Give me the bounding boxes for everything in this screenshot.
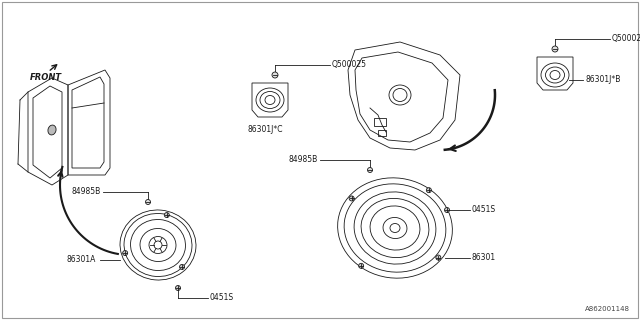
Text: 0451S: 0451S — [472, 205, 496, 214]
Text: 86301J*B: 86301J*B — [585, 76, 620, 84]
Text: FRONT: FRONT — [30, 73, 62, 82]
Bar — [374, 118, 386, 126]
Circle shape — [349, 196, 354, 201]
Circle shape — [145, 199, 150, 204]
Circle shape — [552, 46, 558, 52]
Circle shape — [358, 263, 364, 268]
Circle shape — [180, 264, 184, 269]
Circle shape — [164, 212, 170, 218]
Circle shape — [445, 207, 449, 212]
Bar — [378, 130, 386, 136]
Text: Q500025: Q500025 — [612, 35, 640, 44]
Circle shape — [426, 188, 431, 193]
Circle shape — [175, 285, 180, 291]
Circle shape — [123, 251, 127, 256]
Text: 86301: 86301 — [472, 253, 496, 262]
Text: A862001148: A862001148 — [585, 306, 630, 312]
Circle shape — [436, 255, 441, 260]
Text: 86301J*C: 86301J*C — [248, 125, 284, 134]
Text: 0451S: 0451S — [210, 293, 234, 302]
Circle shape — [272, 72, 278, 78]
Circle shape — [367, 167, 372, 172]
Text: 86301A: 86301A — [67, 255, 96, 265]
Text: 84985B: 84985B — [289, 156, 318, 164]
Text: 84985B: 84985B — [72, 188, 101, 196]
Ellipse shape — [48, 125, 56, 135]
Text: Q500025: Q500025 — [332, 60, 367, 69]
